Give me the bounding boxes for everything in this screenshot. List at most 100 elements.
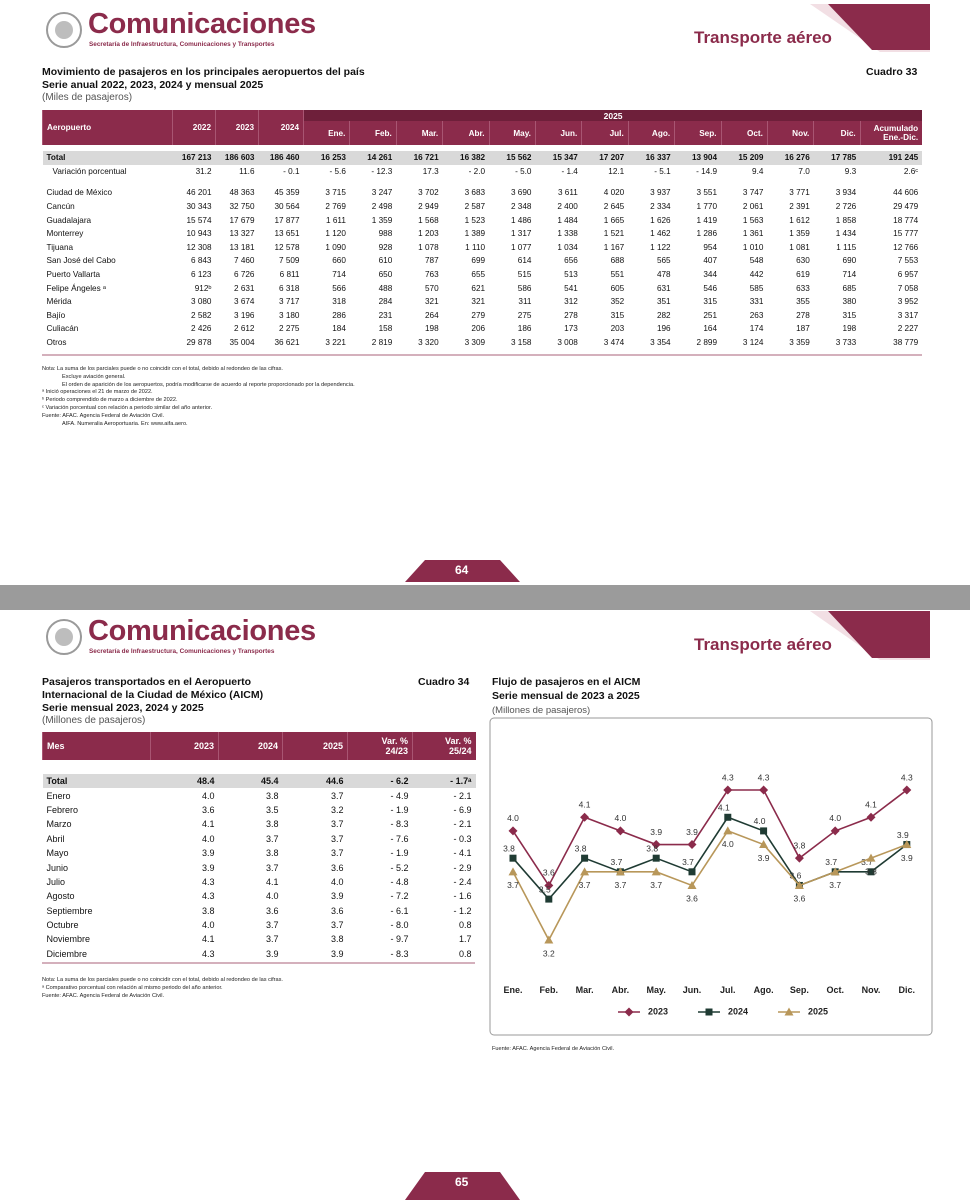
table-cell: 251: [703, 310, 718, 320]
table-cell: 614: [517, 256, 532, 266]
table-cell: 2 631: [234, 283, 255, 293]
table-cell: 631: [656, 283, 671, 293]
table-cell: 513: [564, 270, 578, 280]
table-cell: 6 726: [234, 270, 255, 280]
table-cell: 3.7: [265, 934, 279, 945]
column-header: Aeropuerto: [42, 110, 173, 145]
table-cell: 1 286: [696, 229, 718, 239]
table-row: Otros 29 878 35 004 36 621 3 221 2 819 3 320 3 …: [43, 336, 923, 350]
table-cell: 355: [796, 297, 810, 307]
marker: [902, 840, 912, 849]
table-cell: - 5.6: [329, 166, 346, 176]
x-tick-label: Ago.: [754, 985, 774, 995]
table-cell: Diciembre: [46, 948, 88, 959]
table-cell: 2 769: [325, 202, 346, 212]
data-label: 3.6: [789, 871, 801, 881]
table-cell: Noviembre: [46, 934, 91, 945]
data-label: 3.7: [682, 857, 694, 867]
table-cell: 10 943: [186, 229, 212, 239]
data-label: 4.1: [579, 800, 591, 810]
table-row: Guadalajara 15 574 17 679 17 877 1 611 1 359 1…: [43, 213, 923, 227]
table-cell: 3 309: [464, 338, 486, 348]
table-title: Serie anual 2022, 2023, 2024 y mensual 2…: [42, 79, 264, 91]
table-cell: 3 690: [510, 188, 532, 198]
table-title: Pasajeros transportados en el Aeropuerto: [42, 676, 252, 688]
table-cell: 2 391: [789, 202, 810, 212]
data-label: 3.6: [686, 894, 698, 904]
table-cell: 184: [332, 324, 346, 334]
marker: [866, 853, 876, 862]
data-label: 4.3: [758, 772, 770, 782]
table-cell: 3.7: [265, 833, 279, 844]
table-cell: 660: [332, 256, 346, 266]
marker: [580, 812, 590, 822]
table-cell: 407: [703, 256, 718, 266]
table-row: Julio 4.3 4.1 4.0 - 4.8 - 2.4: [43, 875, 476, 889]
marker: [794, 853, 804, 863]
table-cell: - 9.7: [390, 934, 409, 945]
table-cell: 1 484: [557, 215, 578, 225]
marker: [759, 840, 769, 849]
table-cell: 1 612: [789, 215, 810, 225]
table-cell: 2 645: [603, 202, 625, 212]
column-header-text: Acumulado Ene.-Dic.: [873, 124, 919, 142]
data-table: Mes 2023 2024 2025 Var. % 24/23 Var. % 25/24 T…: [42, 732, 476, 961]
table-cell: 3.8: [265, 848, 279, 859]
agency: Secretaría de Infraestructura, Comunicac…: [89, 648, 275, 655]
table-cell: 1 626: [650, 215, 671, 225]
table-cell: 586: [517, 283, 532, 293]
data-label: 3.7: [825, 857, 837, 867]
column-header-text: Var. % 25/24: [444, 736, 472, 756]
table-cell: 690: [842, 256, 857, 266]
marker: [830, 826, 840, 836]
column-header: 2023: [150, 732, 219, 760]
table-cell: 4.0: [265, 891, 279, 902]
x-tick-label: Abr.: [612, 985, 630, 995]
column-header: Var. % 25/24: [412, 732, 476, 760]
column-header: Jun.: [534, 121, 582, 145]
table-cell: 45.4: [218, 774, 283, 789]
column-header-text: Mar.: [421, 128, 439, 138]
table-cell: - 2.0: [468, 166, 486, 176]
table-cell: - 5.0: [515, 166, 532, 176]
table-cell: 32 750: [229, 202, 255, 212]
header-row: Ene. Feb. Mar. Abr. May. Jun. Jul. Ago. Sep. Oct.…: [43, 121, 923, 145]
data-label: 3.7: [650, 880, 662, 890]
marker: [760, 827, 768, 835]
table-cell: 9.4: [752, 166, 764, 176]
table-cell: 688: [610, 256, 625, 266]
note: AIFA. Numeralia Aeroportuaria. En: www.a…: [62, 420, 188, 427]
table-cell: 912ᵇ: [194, 283, 212, 293]
table-cell: 1 563: [742, 215, 764, 225]
table-cell: 656: [564, 256, 578, 266]
column-header: 2023: [215, 110, 259, 145]
table-cell: 30 564: [274, 202, 300, 212]
table-cell: 3.9: [201, 862, 215, 873]
table-cell: 1 770: [696, 202, 718, 212]
table-cell: 3 221: [325, 338, 346, 348]
data-label: 4.1: [718, 803, 730, 813]
marker: [508, 826, 518, 836]
data-label: 3.2: [543, 948, 555, 958]
table-cell: 3.7: [265, 920, 279, 931]
table-row: Variación porcentual 31.2 11.6 - 0.1 - 5.6 - …: [43, 165, 923, 179]
table-cell: 3.8: [201, 905, 215, 916]
data-label: 3.9: [901, 853, 913, 863]
column-header: Abr.: [442, 121, 490, 145]
table-cell: 3.6: [201, 804, 215, 815]
source: Fuente: AFAC. Agencia Federal de Aviació…: [492, 1046, 615, 1052]
table-cell: 279: [471, 310, 486, 320]
table-cell: 351: [656, 297, 671, 307]
table-cell: 186 460: [258, 151, 304, 165]
marker: [615, 867, 625, 876]
table-cell: 38 779: [893, 338, 919, 348]
table-body: Total 48.4 45.4 44.6- 6.2- 1.7ᵃ Enero 4.0 3.8 3…: [42, 760, 476, 961]
page-number: 65: [455, 1175, 469, 1189]
table-row: Cancún 30 343 32 750 30 564 2 769 2 498 2 949 2…: [43, 200, 923, 214]
marker: [508, 867, 518, 876]
table-cell: 282: [656, 310, 671, 320]
table-cell: 13 181: [229, 242, 255, 252]
table-cell: 3 717: [279, 297, 300, 307]
table-cell: 3.9: [201, 848, 215, 859]
table-cell: 610: [378, 256, 393, 266]
